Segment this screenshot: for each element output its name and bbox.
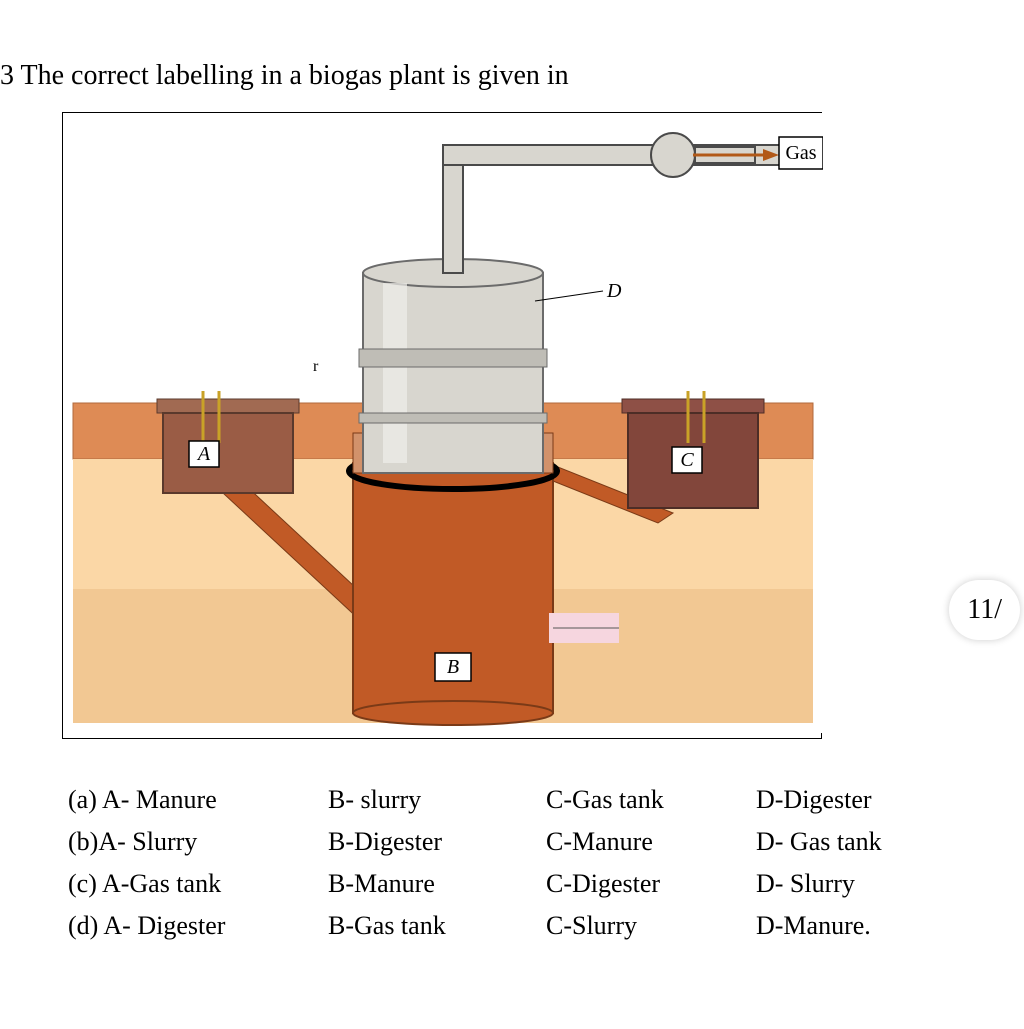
svg-text:D: D bbox=[606, 280, 622, 302]
page-number-badge: 11/ bbox=[949, 580, 1020, 640]
page: 3 The correct labelling in a biogas plan… bbox=[0, 0, 1024, 987]
option-B: B-Manure bbox=[328, 863, 546, 905]
question-number: 3 bbox=[0, 60, 14, 91]
option-B: B-Digester bbox=[328, 821, 546, 863]
diagram-svg: Gas D Ar C B bbox=[63, 113, 823, 733]
option-B: B- slurry bbox=[328, 779, 546, 821]
option-D: D- Gas tank bbox=[756, 821, 956, 863]
option-C: C-Gas tank bbox=[546, 779, 756, 821]
option-tag: (b) bbox=[68, 827, 98, 856]
option-D: D-Digester bbox=[756, 779, 956, 821]
options-table: (a) A- Manure B- slurry C-Gas tank D-Dig… bbox=[68, 779, 956, 947]
option-row[interactable]: (b)A- Slurry B-Digester C-Manure D- Gas … bbox=[68, 821, 956, 863]
option-row[interactable]: (a) A- Manure B- slurry C-Gas tank D-Dig… bbox=[68, 779, 956, 821]
question-text: The correct labelling in a biogas plant … bbox=[21, 60, 569, 91]
svg-text:A: A bbox=[196, 443, 211, 465]
svg-text:B: B bbox=[447, 656, 459, 678]
svg-text:C: C bbox=[680, 449, 694, 471]
option-tag: (d) bbox=[68, 911, 98, 940]
option-A: A- Manure bbox=[102, 785, 217, 814]
option-tag: (c) bbox=[68, 869, 97, 898]
option-A: A- Slurry bbox=[98, 827, 197, 856]
option-C: C-Slurry bbox=[546, 905, 756, 947]
option-D: D- Slurry bbox=[756, 863, 956, 905]
question-line: 3 The correct labelling in a biogas plan… bbox=[0, 20, 1024, 112]
option-D: D-Manure. bbox=[756, 905, 956, 947]
option-row[interactable]: (c) A-Gas tank B-Manure C-Digester D- Sl… bbox=[68, 863, 956, 905]
option-A: A- Digester bbox=[103, 911, 225, 940]
option-row[interactable]: (d) A- Digester B-Gas tank C-Slurry D-Ma… bbox=[68, 905, 956, 947]
option-B: B-Gas tank bbox=[328, 905, 546, 947]
biogas-diagram: Gas D Ar C B bbox=[62, 112, 822, 739]
answer-options: (a) A- Manure B- slurry C-Gas tank D-Dig… bbox=[68, 779, 1024, 947]
option-C: C-Manure bbox=[546, 821, 756, 863]
option-A: A-Gas tank bbox=[102, 869, 221, 898]
option-tag: (a) bbox=[68, 785, 97, 814]
svg-text:r: r bbox=[313, 358, 319, 375]
option-C: C-Digester bbox=[546, 863, 756, 905]
svg-text:Gas: Gas bbox=[785, 142, 816, 164]
